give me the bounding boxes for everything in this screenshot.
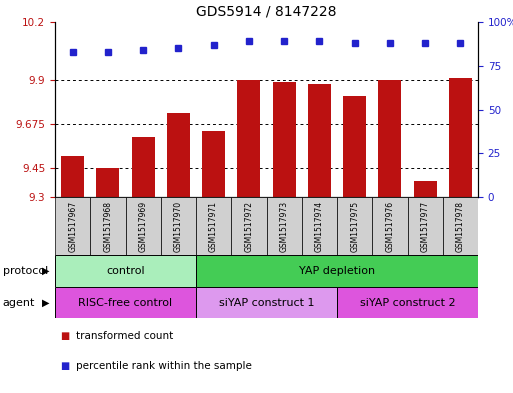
Bar [90, 197, 126, 255]
Bar [61, 156, 84, 197]
Bar [167, 114, 190, 197]
Text: GSM1517978: GSM1517978 [456, 200, 465, 252]
Bar [196, 287, 337, 318]
Text: GSM1517969: GSM1517969 [139, 200, 148, 252]
Text: siYAP construct 1: siYAP construct 1 [219, 298, 314, 307]
Bar [132, 137, 154, 197]
Bar [343, 96, 366, 197]
Bar [449, 78, 472, 197]
Bar [266, 197, 302, 255]
Text: RISC-free control: RISC-free control [78, 298, 172, 307]
Bar [231, 197, 266, 255]
Text: GSM1517973: GSM1517973 [280, 200, 289, 252]
Text: GSM1517971: GSM1517971 [209, 200, 218, 252]
Text: GSM1517974: GSM1517974 [315, 200, 324, 252]
Text: GSM1517976: GSM1517976 [385, 200, 394, 252]
Text: GSM1517975: GSM1517975 [350, 200, 359, 252]
Bar [55, 255, 196, 287]
Text: ■: ■ [60, 331, 69, 341]
Title: GDS5914 / 8147228: GDS5914 / 8147228 [196, 4, 337, 18]
Text: ■: ■ [60, 361, 69, 371]
Bar [273, 82, 295, 197]
Bar [337, 197, 372, 255]
Text: percentile rank within the sample: percentile rank within the sample [75, 361, 251, 371]
Text: GSM1517968: GSM1517968 [104, 200, 112, 252]
Bar [372, 197, 407, 255]
Bar [55, 287, 196, 318]
Bar [126, 197, 161, 255]
Bar [161, 197, 196, 255]
Text: transformed count: transformed count [75, 331, 173, 341]
Text: ▶: ▶ [42, 266, 50, 276]
Bar [196, 255, 478, 287]
Bar [55, 197, 90, 255]
Bar [379, 80, 401, 197]
Bar [302, 197, 337, 255]
Text: protocol: protocol [3, 266, 48, 276]
Text: GSM1517977: GSM1517977 [421, 200, 429, 252]
Text: agent: agent [3, 298, 35, 307]
Bar [337, 287, 478, 318]
Bar [413, 182, 437, 197]
Bar [443, 197, 478, 255]
Bar [196, 197, 231, 255]
Text: siYAP construct 2: siYAP construct 2 [360, 298, 456, 307]
Text: GSM1517970: GSM1517970 [174, 200, 183, 252]
Text: control: control [106, 266, 145, 276]
Bar [238, 80, 260, 197]
Bar [96, 168, 120, 197]
Text: YAP depletion: YAP depletion [299, 266, 375, 276]
Text: ▶: ▶ [42, 298, 50, 307]
Text: GSM1517972: GSM1517972 [244, 200, 253, 252]
Bar [202, 131, 225, 197]
Bar [308, 84, 331, 197]
Bar [407, 197, 443, 255]
Text: GSM1517967: GSM1517967 [68, 200, 77, 252]
